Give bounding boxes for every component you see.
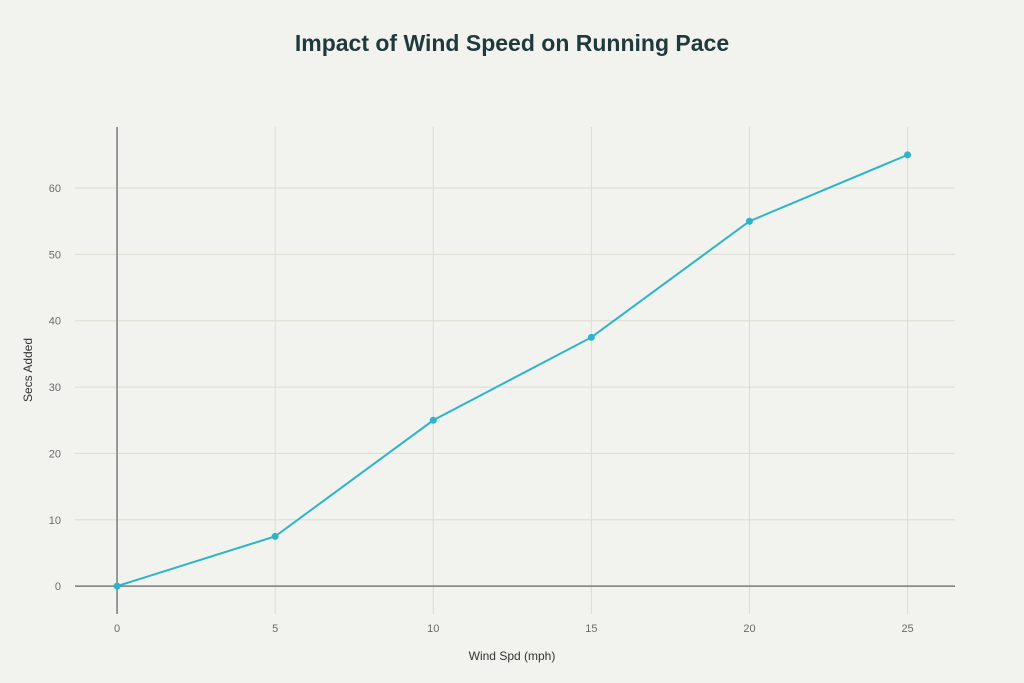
- chart-title: Impact of Wind Speed on Running Pace: [295, 30, 729, 56]
- x-tick-label: 20: [743, 623, 755, 635]
- y-tick-label: 60: [49, 183, 61, 195]
- x-tick-label: 10: [427, 623, 439, 635]
- y-axis-label: Secs Added: [21, 338, 35, 402]
- x-tick-label: 0: [114, 623, 120, 635]
- series: [113, 151, 912, 590]
- x-tick-label: 5: [272, 623, 278, 635]
- y-tick-label: 40: [49, 316, 61, 328]
- data-point: [113, 582, 121, 590]
- x-axis-label: Wind Spd (mph): [469, 649, 556, 663]
- data-point: [745, 217, 753, 225]
- tick-labels: 0 5 10 15 20 25 0 10 20 30 40 50 60: [49, 183, 914, 635]
- y-tick-label: 10: [49, 515, 61, 527]
- y-tick-label: 0: [55, 581, 61, 593]
- y-tick-label: 50: [49, 249, 61, 261]
- y-tick-label: 30: [49, 382, 61, 394]
- y-tick-label: 20: [49, 448, 61, 460]
- data-point: [429, 416, 437, 424]
- x-tick-label: 25: [901, 623, 913, 635]
- x-tick-label: 15: [585, 623, 597, 635]
- data-point: [587, 333, 595, 341]
- data-point: [904, 151, 912, 159]
- axes: [75, 127, 955, 614]
- grid: [75, 127, 955, 614]
- data-point: [271, 532, 279, 540]
- series-line: [116, 153, 908, 588]
